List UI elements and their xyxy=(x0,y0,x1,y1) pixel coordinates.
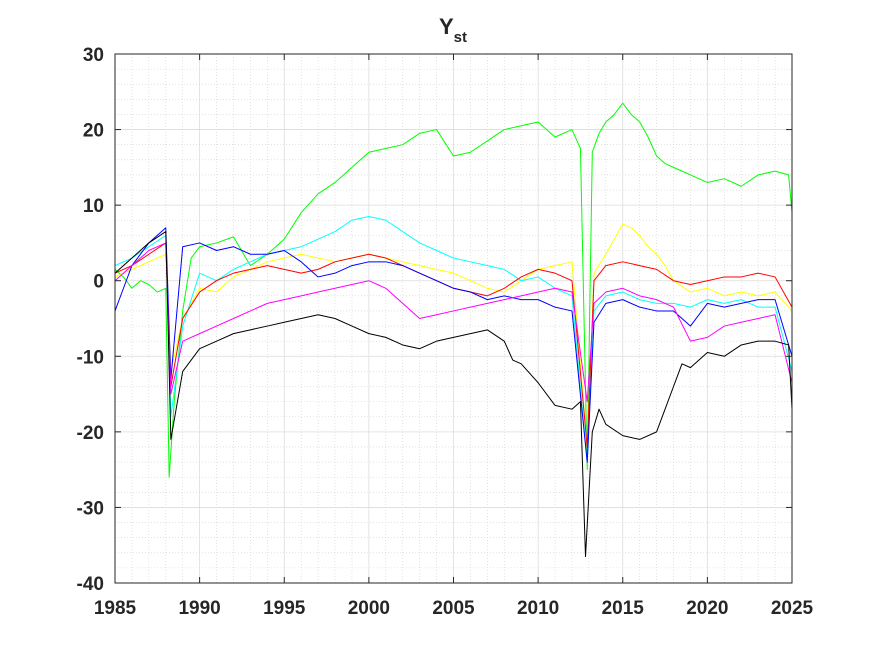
y-tick-label: -10 xyxy=(77,347,104,368)
x-tick-label: 2010 xyxy=(517,598,559,619)
series-line-5 xyxy=(114,227,793,463)
x-tick-label: 2000 xyxy=(348,598,390,619)
x-tick-label: 2015 xyxy=(602,598,645,619)
y-tick-label: -30 xyxy=(77,498,104,519)
series-line-7 xyxy=(114,231,793,558)
axis-ticks xyxy=(114,53,793,584)
x-tick-label: 2005 xyxy=(432,598,475,619)
y-tick-label: -20 xyxy=(77,423,104,444)
x-tick-label: 1985 xyxy=(94,598,137,619)
minor-grid xyxy=(115,54,792,583)
y-tick-label: 10 xyxy=(83,196,104,217)
y-tick-label: 20 xyxy=(83,121,104,142)
series-layer xyxy=(114,102,793,558)
chart-title-subscript: st xyxy=(454,29,467,46)
x-tick-label: 1990 xyxy=(178,598,220,619)
x-axis-tick-labels: 1985 1990 1995 2000 2005 2010 2015 2020 2025 xyxy=(94,598,814,619)
x-tick-label: 2020 xyxy=(686,598,728,619)
series-line-1 xyxy=(114,102,793,478)
y-tick-label: 30 xyxy=(83,45,104,66)
chart-title: Yst xyxy=(439,14,467,46)
x-tick-label: 2025 xyxy=(771,598,814,619)
x-tick-label: 1995 xyxy=(263,598,306,619)
y-axis-tick-labels: -40 -30 -20 -10 0 10 20 30 xyxy=(77,45,104,595)
y-tick-label: 0 xyxy=(93,272,104,293)
y-tick-label: -40 xyxy=(77,574,104,595)
series-line-2 xyxy=(114,223,793,448)
series-line-6 xyxy=(114,242,793,403)
chart-title-main: Y xyxy=(439,14,454,39)
